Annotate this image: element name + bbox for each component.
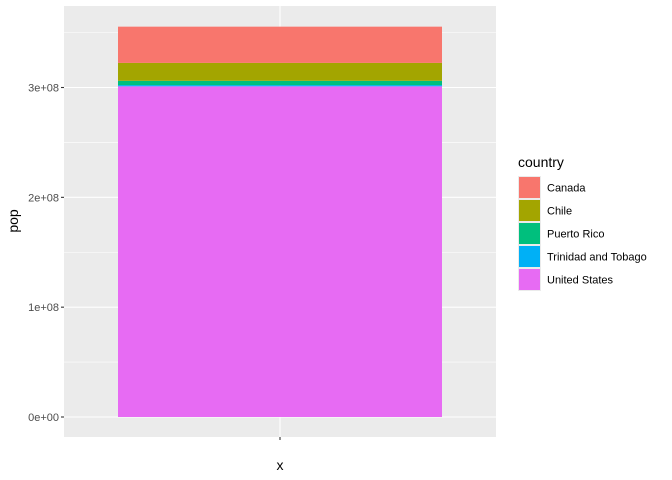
legend-label-chile: Chile [547,206,572,218]
legend-title: country [518,154,564,170]
y-tick-label: 0e+00 [28,412,59,424]
y-axis-tick-labels: 0e+00 1e+08 2e+08 3e+08 [28,83,59,424]
bar-stack [118,26,442,417]
bar-segment-canada [118,26,442,63]
y-tick-label: 1e+08 [28,302,59,314]
y-tick-label: 3e+08 [28,83,59,95]
bar-segment-puerto-rico [118,80,442,86]
legend-label-puerto-rico: Puerto Rico [547,229,604,241]
y-tick-label: 2e+08 [28,192,59,204]
legend-swatch-canada [519,177,540,198]
legend-swatch-chile [519,200,540,221]
bar-segment-united-states [118,86,442,417]
legend: country Canada Chile Puerto Rico Trinidad a… [518,154,647,291]
bar-segment-trinidad-and-tobago [118,85,442,87]
x-axis-title: x [277,457,284,473]
legend-swatch-trinidad-and-tobago [519,246,540,267]
legend-label-trinidad-and-tobago: Trinidad and Tobago [547,252,647,264]
bar-segment-chile [118,62,442,81]
legend-label-united-states: United States [547,275,614,287]
y-axis-ticks [61,86,64,418]
legend-items: Canada Chile Puerto Rico Trinidad and Tobag… [518,176,647,291]
legend-label-canada: Canada [547,183,586,195]
legend-swatch-united-states [519,269,540,290]
legend-swatch-puerto-rico [519,223,540,244]
y-axis-title: pop [5,209,21,233]
